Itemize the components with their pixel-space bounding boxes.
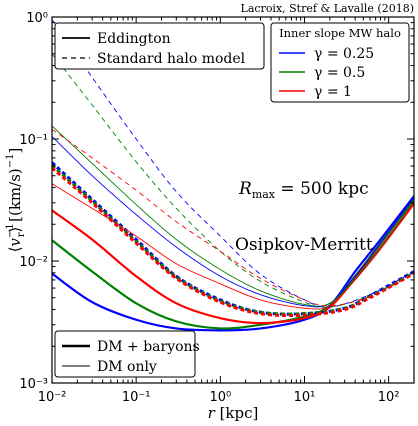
legend-slope-title: Inner slope MW halo bbox=[279, 26, 401, 40]
plot-frame bbox=[51, 16, 415, 384]
x-tick-label: 10¹ bbox=[294, 390, 316, 405]
series-line-10 bbox=[52, 53, 414, 308]
y-tick-label: 10⁰ bbox=[26, 11, 48, 26]
legend-gamma-025-label: γ = 0.25 bbox=[314, 46, 374, 62]
x-tick-label: 10⁻¹ bbox=[122, 390, 151, 405]
series-line-7 bbox=[52, 125, 414, 307]
y-tick-label: 10⁻³ bbox=[19, 377, 48, 392]
series-line-9 bbox=[52, 19, 414, 308]
x-tick-label: 10⁰ bbox=[209, 390, 231, 405]
legend-dm-only-label: DM only bbox=[97, 359, 157, 375]
y-tick-label: 10⁻¹ bbox=[19, 133, 48, 148]
legend-shm-label: Standard halo model bbox=[97, 51, 246, 67]
x-tick-label: 10⁻² bbox=[38, 390, 67, 405]
series-line-4 bbox=[52, 164, 414, 316]
series-line-6 bbox=[52, 136, 414, 308]
annotation-rmax: Rmax = 500 kpc bbox=[238, 179, 369, 201]
legend-slope: Inner slope MW halo γ = 0.25 γ = 0.5 γ =… bbox=[270, 22, 410, 103]
legend-gamma-05-label: γ = 0.5 bbox=[314, 65, 365, 81]
series-line-0 bbox=[52, 195, 414, 332]
x-tick-label: 10² bbox=[378, 390, 400, 405]
series-line-8 bbox=[52, 183, 414, 310]
series-layer bbox=[52, 19, 414, 332]
legend-dm-baryons-label: DM + baryons bbox=[97, 339, 200, 355]
annotation-model: Osipkov-Merritt bbox=[235, 235, 373, 255]
y-tick-label: 10⁻² bbox=[19, 255, 48, 270]
legend-gamma-1-label: γ = 1 bbox=[314, 84, 352, 100]
y-axis-title: ⟨v−1r⟩ [(km/s)−1] bbox=[5, 148, 27, 253]
legend-method: Eddington Standard halo model bbox=[54, 22, 265, 70]
series-line-11 bbox=[52, 128, 414, 307]
credit-text: Lacroix, Stref & Lavalle (2018) bbox=[241, 2, 414, 15]
x-axis-title: r [kpc] bbox=[208, 404, 259, 422]
legend-eddington-label: Eddington bbox=[97, 31, 171, 47]
legend-mass: DM + baryons DM only bbox=[54, 330, 200, 378]
